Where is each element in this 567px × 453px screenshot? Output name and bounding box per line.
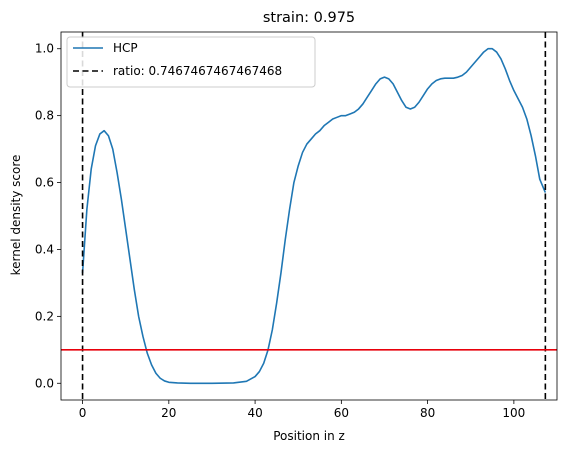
y-tick-label: 0.8 <box>35 109 54 123</box>
legend-box <box>66 36 316 88</box>
y-tick-label: 0.2 <box>35 309 54 323</box>
y-tick-label: 1.0 <box>35 42 54 56</box>
x-tick-label: 60 <box>334 406 349 420</box>
y-tick-label: 0.0 <box>35 376 54 390</box>
plot-area <box>61 32 557 400</box>
y-axis-label: kernel density score <box>9 155 23 276</box>
y-tick-label: 0.6 <box>35 176 54 190</box>
chart-title: strain: 0.975 <box>263 10 355 26</box>
x-tick-label: 80 <box>420 406 435 420</box>
x-axis: 0 20 40 60 80 100 <box>79 400 525 420</box>
y-axis: 0.0 0.2 0.4 0.6 0.8 1.0 <box>35 42 61 390</box>
x-tick-label: 20 <box>161 406 176 420</box>
y-tick-label: 0.4 <box>35 242 54 256</box>
legend-label-ratio: ratio: 0.7467467467467468 <box>113 64 282 78</box>
legend-label-hcp: HCP <box>113 41 138 55</box>
x-tick-label: 0 <box>79 406 87 420</box>
legend: HCP ratio: 0.7467467467467468 <box>66 36 316 88</box>
series-line-hcp <box>81 47 547 385</box>
x-axis-label: Position in z <box>273 429 345 443</box>
x-tick-label: 40 <box>247 406 262 420</box>
axes-frame <box>60 31 558 401</box>
x-tick-label: 100 <box>502 406 525 420</box>
